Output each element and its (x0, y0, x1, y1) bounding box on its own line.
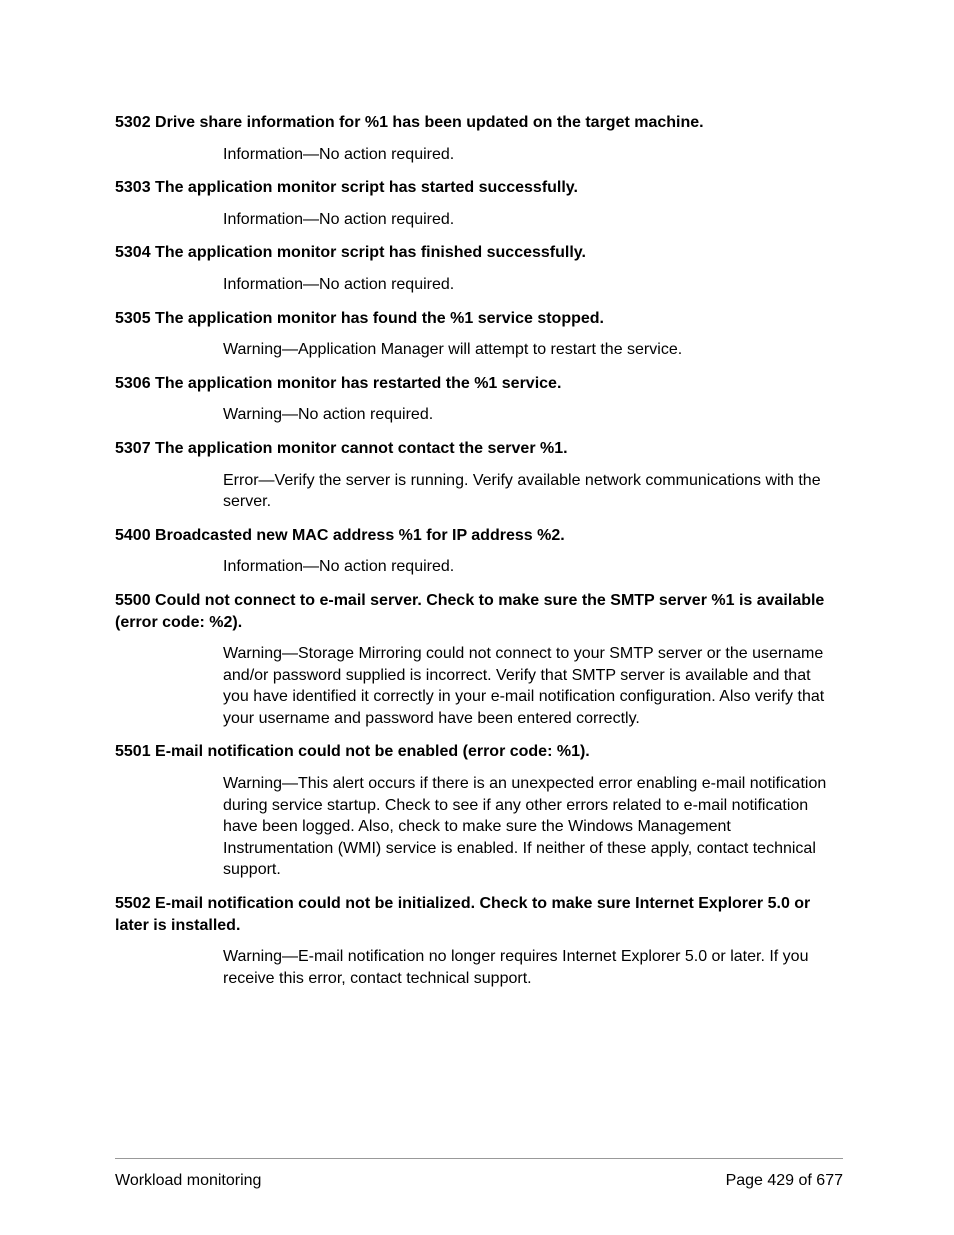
entry-desc: Warning—Application Manager will attempt… (223, 339, 833, 361)
entry-5500: 5500 Could not connect to e-mail server.… (115, 590, 843, 730)
entry-5400: 5400 Broadcasted new MAC address %1 for … (115, 525, 843, 578)
entry-desc: Information—No action required. (223, 144, 833, 166)
page-footer: Workload monitoring Page 429 of 677 (115, 1172, 843, 1190)
entry-5302: 5302 Drive share information for %1 has … (115, 112, 843, 165)
entry-heading: 5302 Drive share information for %1 has … (115, 112, 843, 134)
entry-heading: 5306 The application monitor has restart… (115, 373, 843, 395)
entry-desc: Information—No action required. (223, 209, 833, 231)
footer-rule (115, 1158, 843, 1159)
entry-5306: 5306 The application monitor has restart… (115, 373, 843, 426)
entry-desc: Information—No action required. (223, 556, 833, 578)
entry-heading: 5500 Could not connect to e-mail server.… (115, 590, 843, 633)
footer-page-number: Page 429 of 677 (726, 1172, 843, 1190)
entry-heading: 5303 The application monitor script has … (115, 177, 843, 199)
entry-5305: 5305 The application monitor has found t… (115, 308, 843, 361)
entry-5307: 5307 The application monitor cannot cont… (115, 438, 843, 513)
footer-section-title: Workload monitoring (115, 1172, 261, 1190)
entry-heading: 5305 The application monitor has found t… (115, 308, 843, 330)
entry-desc: Warning—Storage Mirroring could not conn… (223, 643, 833, 729)
entry-5501: 5501 E-mail notification could not be en… (115, 741, 843, 881)
entry-desc: Warning—E-mail notification no longer re… (223, 946, 833, 989)
entry-5303: 5303 The application monitor script has … (115, 177, 843, 230)
entry-5304: 5304 The application monitor script has … (115, 242, 843, 295)
entry-desc: Error—Verify the server is running. Veri… (223, 470, 833, 513)
entry-heading: 5304 The application monitor script has … (115, 242, 843, 264)
entry-heading: 5307 The application monitor cannot cont… (115, 438, 843, 460)
entry-desc: Warning—No action required. (223, 404, 833, 426)
page-content: 5302 Drive share information for %1 has … (115, 112, 843, 1001)
entry-heading: 5502 E-mail notification could not be in… (115, 893, 843, 936)
entry-5502: 5502 E-mail notification could not be in… (115, 893, 843, 989)
entry-desc: Information—No action required. (223, 274, 833, 296)
entry-desc: Warning—This alert occurs if there is an… (223, 773, 833, 881)
entry-heading: 5400 Broadcasted new MAC address %1 for … (115, 525, 843, 547)
entry-heading: 5501 E-mail notification could not be en… (115, 741, 843, 763)
